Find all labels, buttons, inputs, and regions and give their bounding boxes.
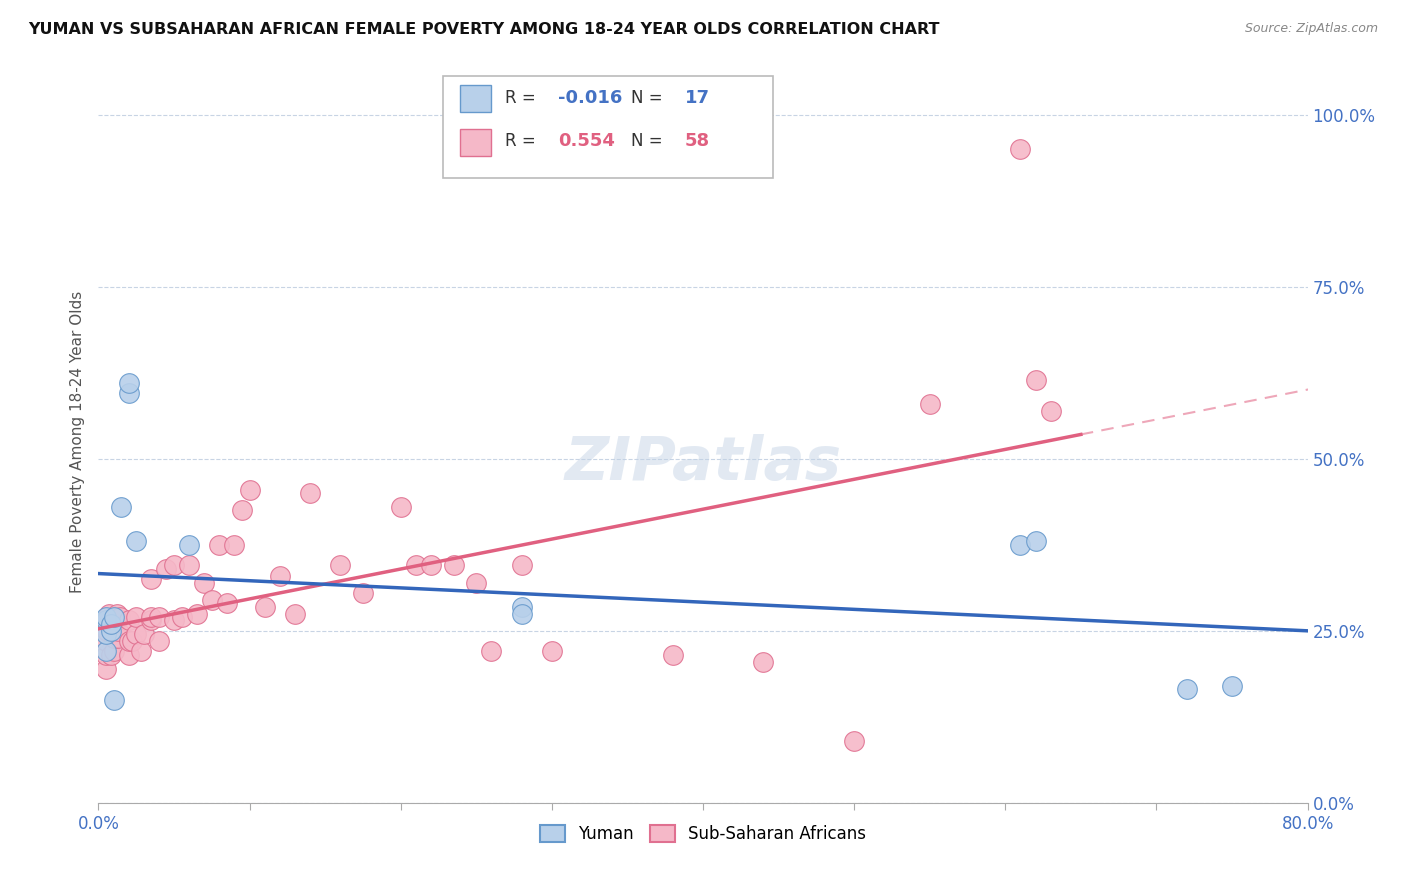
Point xyxy=(163,558,186,573)
Point xyxy=(661,648,683,662)
Point xyxy=(110,500,132,514)
Point xyxy=(105,607,128,621)
Text: YUMAN VS SUBSAHARAN AFRICAN FEMALE POVERTY AMONG 18-24 YEAR OLDS CORRELATION CHA: YUMAN VS SUBSAHARAN AFRICAN FEMALE POVER… xyxy=(28,22,939,37)
Point xyxy=(510,558,533,573)
Point xyxy=(224,538,246,552)
Point xyxy=(540,644,562,658)
Point xyxy=(443,558,465,573)
Point xyxy=(100,624,122,638)
Text: N =: N = xyxy=(631,89,668,107)
Point xyxy=(125,627,148,641)
Point xyxy=(96,614,118,628)
Point xyxy=(208,538,231,552)
Point xyxy=(1024,534,1046,549)
Point xyxy=(510,607,533,621)
Point xyxy=(103,631,125,645)
Point xyxy=(510,599,533,614)
Point xyxy=(96,624,118,638)
Point xyxy=(179,538,201,552)
Point xyxy=(253,599,276,614)
Y-axis label: Female Poverty Among 18-24 Year Olds: Female Poverty Among 18-24 Year Olds xyxy=(69,291,84,592)
Text: N =: N = xyxy=(631,132,668,150)
Point xyxy=(752,655,775,669)
Text: 58: 58 xyxy=(685,132,710,150)
Point xyxy=(215,596,238,610)
Point xyxy=(107,624,129,638)
Point xyxy=(284,607,307,621)
Point xyxy=(352,586,374,600)
Point xyxy=(118,386,141,401)
Point xyxy=(1010,142,1032,156)
Point xyxy=(129,644,152,658)
Point xyxy=(141,610,163,624)
Point xyxy=(125,534,148,549)
Point xyxy=(94,662,117,676)
Point xyxy=(94,644,117,658)
Point xyxy=(179,558,201,573)
Point xyxy=(94,634,117,648)
Point xyxy=(141,614,163,628)
Text: R =: R = xyxy=(505,89,541,107)
Point xyxy=(465,575,488,590)
Legend: Yuman, Sub-Saharan Africans: Yuman, Sub-Saharan Africans xyxy=(533,818,873,850)
Point xyxy=(420,558,443,573)
Point xyxy=(193,575,215,590)
Text: -0.016: -0.016 xyxy=(558,89,623,107)
Point xyxy=(100,616,122,631)
Text: ZIPatlas: ZIPatlas xyxy=(564,434,842,492)
Point xyxy=(155,562,177,576)
Point xyxy=(94,648,117,662)
Point xyxy=(844,734,866,748)
Point xyxy=(98,607,121,621)
Point xyxy=(148,610,170,624)
Point xyxy=(918,397,941,411)
Point xyxy=(329,558,352,573)
Point xyxy=(201,592,224,607)
Point xyxy=(103,610,125,624)
Point xyxy=(98,614,121,628)
Point xyxy=(1024,373,1046,387)
Point xyxy=(118,634,141,648)
Point xyxy=(118,614,141,628)
Text: R =: R = xyxy=(505,132,541,150)
Point xyxy=(103,692,125,706)
Point xyxy=(118,376,141,390)
Point xyxy=(148,634,170,648)
Point xyxy=(141,572,163,586)
Point xyxy=(100,648,122,662)
Point xyxy=(94,627,117,641)
Point xyxy=(405,558,427,573)
Point xyxy=(132,627,155,641)
Point xyxy=(125,610,148,624)
Point xyxy=(170,610,193,624)
Point xyxy=(299,486,322,500)
Point xyxy=(107,631,129,645)
Text: Source: ZipAtlas.com: Source: ZipAtlas.com xyxy=(1244,22,1378,36)
Point xyxy=(94,610,117,624)
Point xyxy=(108,610,131,624)
Point xyxy=(239,483,262,497)
Point xyxy=(118,648,141,662)
Point xyxy=(231,503,253,517)
Point xyxy=(389,500,412,514)
Point xyxy=(1220,679,1243,693)
Point xyxy=(1039,403,1062,417)
Point xyxy=(105,614,128,628)
Point xyxy=(103,644,125,658)
Point xyxy=(1175,682,1198,697)
Point xyxy=(1010,538,1032,552)
Point xyxy=(121,634,143,648)
Point xyxy=(186,607,208,621)
Point xyxy=(163,614,186,628)
Point xyxy=(94,614,117,628)
Point xyxy=(269,568,291,582)
Point xyxy=(481,644,503,658)
Text: 17: 17 xyxy=(685,89,710,107)
Text: 0.554: 0.554 xyxy=(558,132,614,150)
